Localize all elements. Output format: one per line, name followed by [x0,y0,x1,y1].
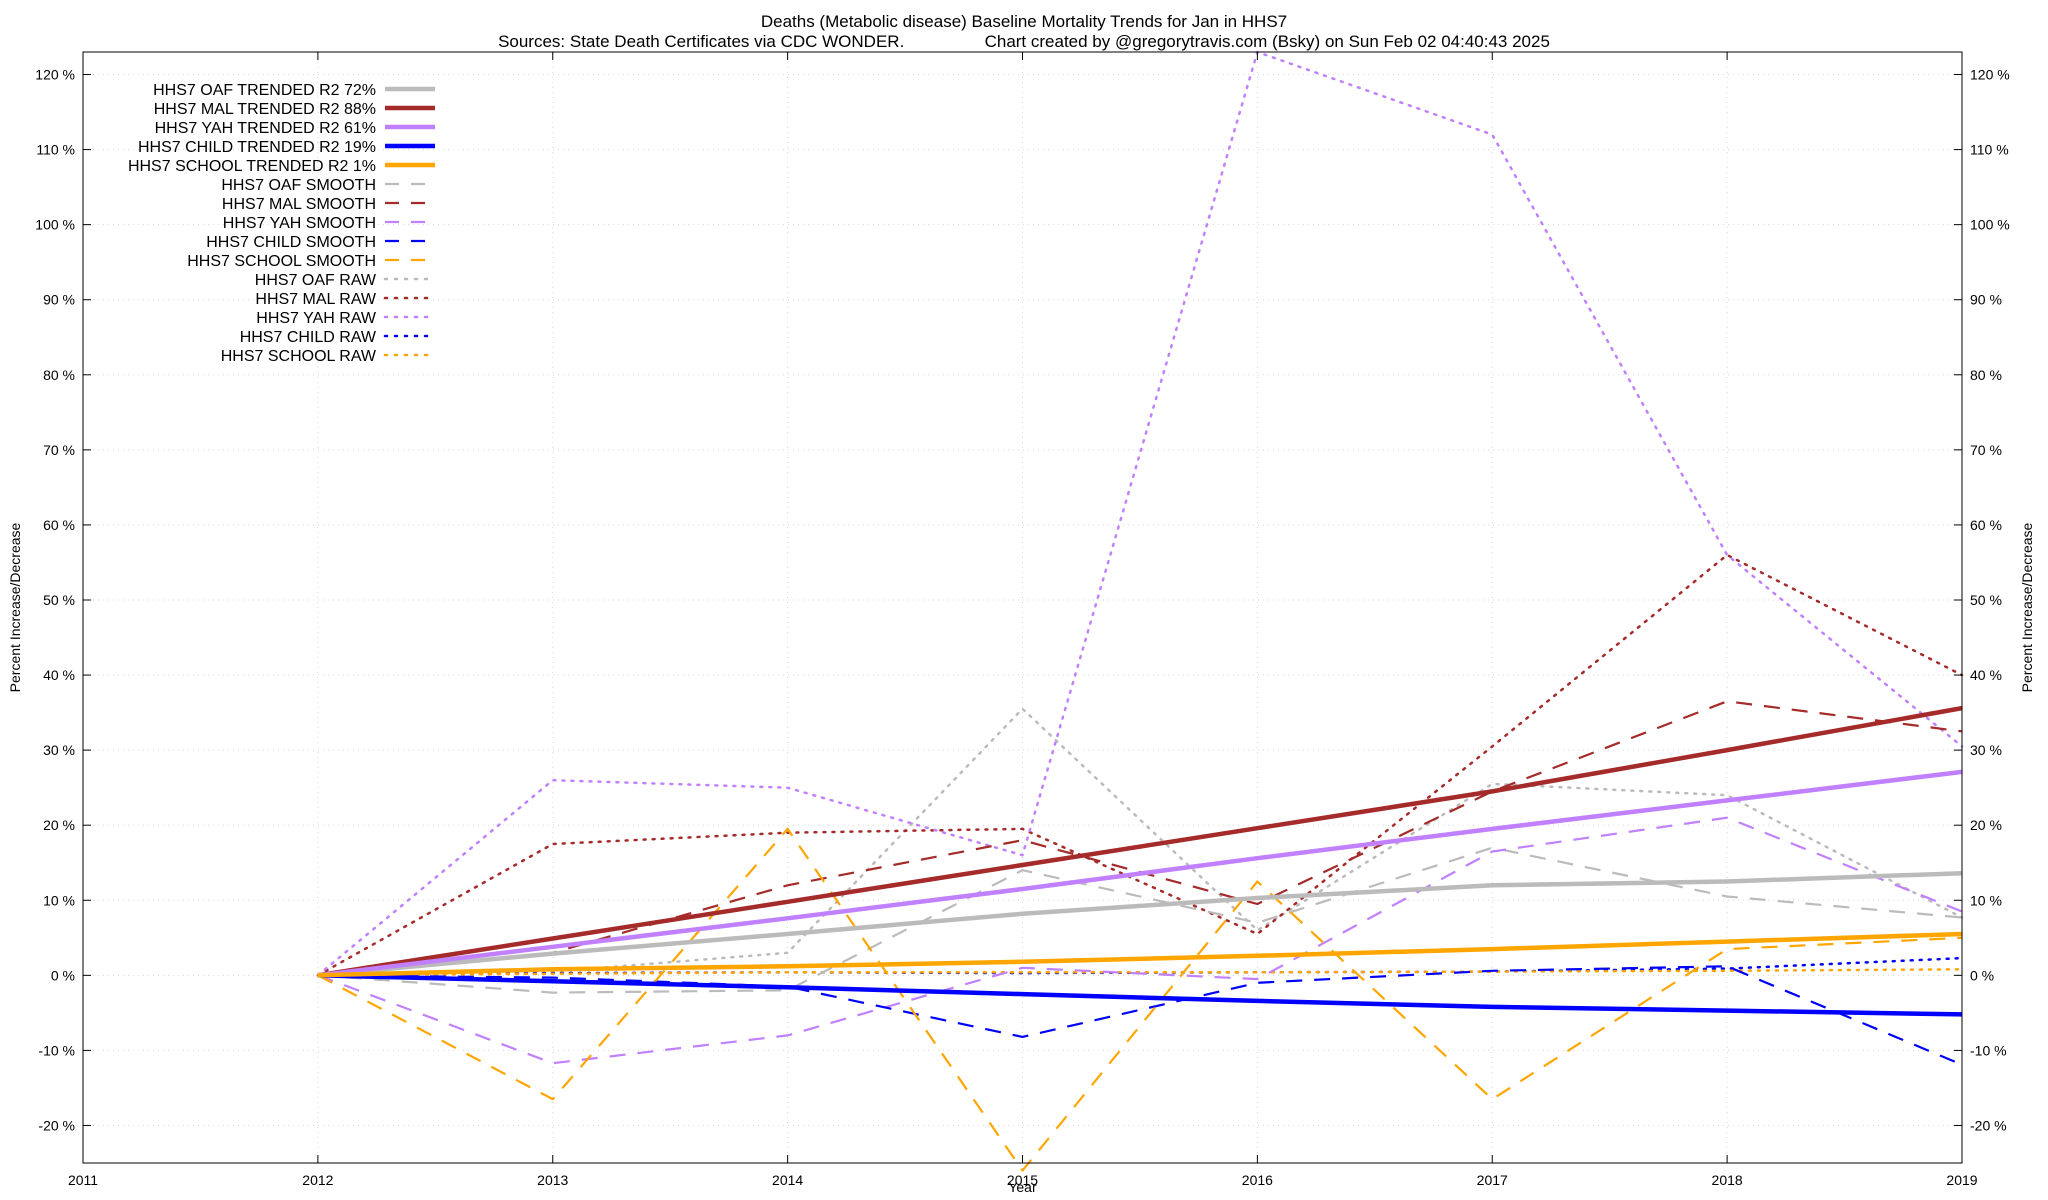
legend-entry-label: HHS7 SCHOOL RAW [221,348,377,365]
y-tick-label: -10 % [38,1042,75,1058]
chart-title: Deaths (Metabolic disease) Baseline Mort… [760,12,1288,31]
y-tick-label: 60 % [43,517,75,533]
legend-entry-label: HHS7 OAF SMOOTH [221,177,376,194]
y-tick-label-right: 110 % [1970,142,2009,158]
y-tick-label-right: 60 % [1970,517,2002,533]
legend-entry-label: HHS7 YAH TRENDED R2 61% [155,120,376,137]
series-line-hhs7-school-trended-r2-1 [317,931,1963,978]
y-tick-label: -20 % [38,1117,75,1133]
series-line-hhs7-mal-raw [316,553,1964,977]
legend-entry-label: HHS7 SCHOOL SMOOTH [187,253,376,270]
y-tick-label-right: 80 % [1970,367,2002,383]
y-axis-label: Percent Increase/Decrease [7,522,23,692]
axis-ticks: -20 % -20 % -10 % -10 % 0 % 0 % 10 % 10 % 20 % 20… [35,52,2010,1188]
y-tick-label: 40 % [43,667,75,683]
y-axis-label-right: Percent Increase/Decrease [2019,522,2035,692]
legend-entry-label: HHS7 SCHOOL TRENDED R2 1% [128,158,376,175]
x-tick-label: 2015 [1007,1172,1038,1188]
y-tick-label-right: 40 % [1970,667,2002,683]
series-line-hhs7-school-raw [316,968,1964,977]
x-tick-label: 2016 [1242,1172,1273,1188]
series-line-hhs7-oaf-trended-r2-72 [317,870,1963,978]
legend-entry-label: HHS7 CHILD SMOOTH [206,234,376,251]
y-tick-label: 10 % [43,892,75,908]
y-tick-label: 0 % [51,967,75,983]
series-line-hhs7-child-trended-r2-19 [317,973,1963,1017]
legend: HHS7 OAF TRENDED R2 72% HHS7 MAL TRENDED … [128,82,437,365]
y-tick-label-right: -10 % [1970,1042,2007,1058]
x-axis-label: Year [1008,1179,1037,1195]
series-line-hhs7-school-smooth [317,827,1963,1172]
y-tick-label-right: 0 % [1970,967,1994,983]
y-tick-label-right: 90 % [1970,292,2002,308]
legend-entry-label: HHS7 YAH RAW [256,310,377,327]
x-tick-label: 2019 [1946,1172,1977,1188]
y-tick-label-right: -20 % [1970,1117,2007,1133]
x-tick-label: 2012 [302,1172,333,1188]
y-tick-label-right: 120 % [1970,67,2010,83]
series-lines [316,50,1964,1172]
y-tick-label-right: 10 % [1970,892,2002,908]
y-tick-label: 50 % [43,592,75,608]
series-line-hhs7-yah-raw [316,50,1964,977]
y-tick-label-right: 70 % [1970,442,2002,458]
series-line-hhs7-oaf-raw [316,707,1964,977]
y-tick-label-right: 30 % [1970,742,2002,758]
y-tick-label: 120 % [35,67,75,83]
y-tick-label-right: 50 % [1970,592,2002,608]
x-tick-label: 2014 [772,1172,803,1188]
legend-entry-label: HHS7 OAF RAW [255,272,377,289]
y-tick-label: 80 % [43,367,75,383]
y-tick-label: 70 % [43,442,75,458]
y-tick-label: 20 % [43,817,75,833]
y-tick-label-right: 100 % [1970,217,2010,233]
legend-entry-label: HHS7 CHILD TRENDED R2 19% [138,139,376,156]
legend-entry-label: HHS7 OAF TRENDED R2 72% [153,82,376,99]
series-line-hhs7-child-smooth [317,965,1963,1066]
series-line-hhs7-yah-trended-r2-61 [317,769,1963,978]
y-tick-label: 110 % [36,142,75,158]
x-tick-label: 2011 [68,1172,98,1188]
x-tick-label: 2018 [1712,1172,1743,1188]
legend-entry-label: HHS7 CHILD RAW [240,329,377,346]
x-tick-label: 2017 [1477,1172,1508,1188]
legend-entry-label: HHS7 YAH SMOOTH [223,215,376,232]
y-tick-label: 90 % [43,292,75,308]
y-tick-label-right: 20 % [1970,817,2002,833]
chart-subtitle: Sources: State Death Certificates via CD… [498,32,1550,51]
x-tick-label: 2013 [537,1172,568,1188]
series-line-hhs7-oaf-smooth [317,846,1963,994]
legend-entry-label: HHS7 MAL SMOOTH [222,196,376,213]
legend-entry-label: HHS7 MAL TRENDED R2 88% [154,101,376,118]
y-tick-label: 100 % [35,217,75,233]
legend-entry-label: HHS7 MAL RAW [255,291,377,308]
series-line-hhs7-mal-trended-r2-88 [317,705,1963,978]
series-line-hhs7-yah-smooth [317,816,1963,1065]
y-tick-label: 30 % [43,742,75,758]
series-line-hhs7-mal-smooth [317,700,1963,977]
